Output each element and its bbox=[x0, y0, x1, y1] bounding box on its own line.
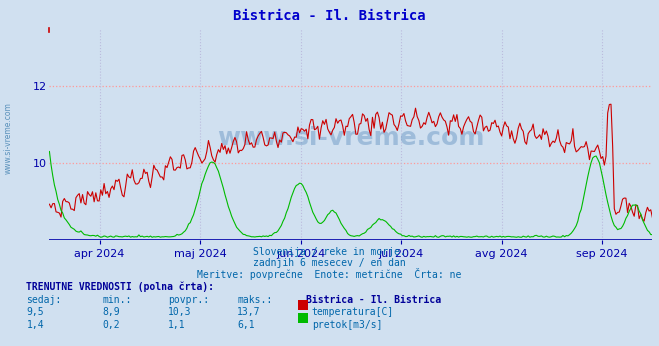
Text: zadnjih 6 mesecev / en dan: zadnjih 6 mesecev / en dan bbox=[253, 258, 406, 268]
Text: 13,7: 13,7 bbox=[237, 307, 261, 317]
Text: min.:: min.: bbox=[102, 295, 132, 305]
Text: 8,9: 8,9 bbox=[102, 307, 120, 317]
Text: 9,5: 9,5 bbox=[26, 307, 44, 317]
Text: maks.:: maks.: bbox=[237, 295, 272, 305]
Text: Bistrica - Il. Bistrica: Bistrica - Il. Bistrica bbox=[233, 9, 426, 22]
Text: sedaj:: sedaj: bbox=[26, 295, 61, 305]
Text: Slovenija / reke in morje.: Slovenija / reke in morje. bbox=[253, 247, 406, 257]
Text: 1,4: 1,4 bbox=[26, 320, 44, 330]
Text: 0,2: 0,2 bbox=[102, 320, 120, 330]
Text: 6,1: 6,1 bbox=[237, 320, 255, 330]
Text: 10,3: 10,3 bbox=[168, 307, 192, 317]
Text: Bistrica - Il. Bistrica: Bistrica - Il. Bistrica bbox=[306, 295, 442, 305]
Text: temperatura[C]: temperatura[C] bbox=[312, 307, 394, 317]
Text: www.si-vreme.com: www.si-vreme.com bbox=[4, 102, 13, 174]
Text: www.si-vreme.com: www.si-vreme.com bbox=[217, 126, 484, 150]
Text: Meritve: povprečne  Enote: metrične  Črta: ne: Meritve: povprečne Enote: metrične Črta:… bbox=[197, 268, 462, 280]
Text: 1,1: 1,1 bbox=[168, 320, 186, 330]
Text: TRENUTNE VREDNOSTI (polna črta):: TRENUTNE VREDNOSTI (polna črta): bbox=[26, 282, 214, 292]
Text: pretok[m3/s]: pretok[m3/s] bbox=[312, 320, 382, 330]
Text: povpr.:: povpr.: bbox=[168, 295, 209, 305]
